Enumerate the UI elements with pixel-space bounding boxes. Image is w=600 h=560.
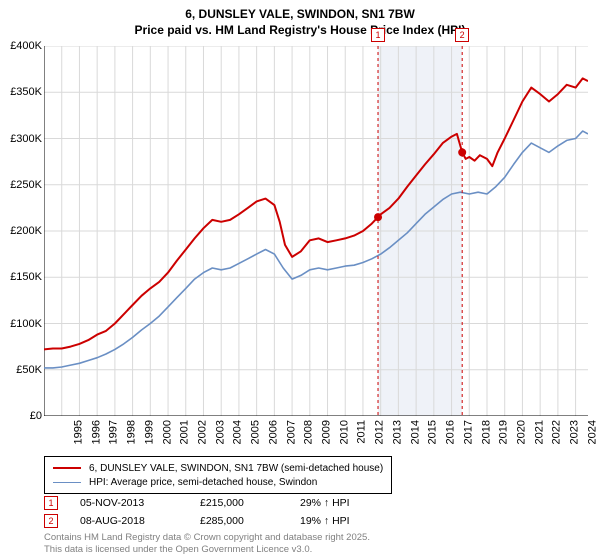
- title-block: 6, DUNSLEY VALE, SWINDON, SN1 7BW Price …: [0, 0, 600, 38]
- x-tick-label: 2021: [533, 420, 545, 444]
- y-tick-label: £50K: [16, 364, 42, 376]
- x-tick-label: 2016: [445, 420, 457, 444]
- y-tick-label: £200K: [10, 225, 42, 237]
- title-line-1: 6, DUNSLEY VALE, SWINDON, SN1 7BW: [0, 6, 600, 22]
- x-tick-label: 2000: [161, 420, 173, 444]
- x-tick-label: 2015: [427, 420, 439, 444]
- x-tick-label: 2010: [338, 420, 350, 444]
- x-tick-label: 1999: [143, 420, 155, 444]
- title-line-2: Price paid vs. HM Land Registry's House …: [0, 22, 600, 38]
- y-tick-label: £250K: [10, 179, 42, 191]
- y-tick-label: £100K: [10, 318, 42, 330]
- x-tick-label: 2006: [267, 420, 279, 444]
- x-tick-label: 2002: [197, 420, 209, 444]
- x-tick-label: 2013: [391, 420, 403, 444]
- x-tick-label: 2008: [303, 420, 315, 444]
- sale-hpi-delta: 19% ↑ HPI: [300, 515, 420, 527]
- attribution-line-1: Contains HM Land Registry data © Crown c…: [44, 532, 370, 544]
- legend-swatch-price-paid: [53, 467, 81, 469]
- x-tick-label: 1995: [72, 420, 84, 444]
- chart-svg: [44, 46, 588, 416]
- x-tick-label: 2014: [409, 420, 421, 444]
- chart-container: 6, DUNSLEY VALE, SWINDON, SN1 7BW Price …: [0, 0, 600, 560]
- legend-row-price-paid: 6, DUNSLEY VALE, SWINDON, SN1 7BW (semi-…: [53, 461, 383, 475]
- x-tick-label: 2007: [285, 420, 297, 444]
- x-tick-label: 2003: [214, 420, 226, 444]
- x-tick-label: 2001: [179, 420, 191, 444]
- x-tick-label: 2020: [515, 420, 527, 444]
- x-tick-label: 2022: [551, 420, 563, 444]
- sale-marker-icon: 2: [44, 514, 58, 528]
- x-tick-label: 1997: [108, 420, 120, 444]
- x-tick-label: 2012: [374, 420, 386, 444]
- x-tick-label: 1996: [90, 420, 102, 444]
- sale-price: £285,000: [200, 515, 300, 527]
- x-tick-label: 2011: [355, 420, 367, 444]
- x-tick-label: 2023: [569, 420, 581, 444]
- chart-plot-area: [44, 46, 588, 416]
- x-tick-label: 2018: [480, 420, 492, 444]
- y-tick-label: £0: [30, 410, 42, 422]
- attribution-text: Contains HM Land Registry data © Crown c…: [44, 532, 370, 556]
- sale-date: 08-AUG-2018: [80, 515, 200, 527]
- x-tick-label: 2005: [250, 420, 262, 444]
- x-tick-label: 2004: [232, 420, 244, 444]
- series-price_paid: [44, 78, 588, 349]
- x-tick-label: 2017: [462, 420, 474, 444]
- sale-marker-flag: 2: [455, 28, 469, 42]
- sale-row: 1 05-NOV-2013 £215,000 29% ↑ HPI: [44, 494, 420, 512]
- y-tick-label: £400K: [10, 40, 42, 52]
- legend-row-hpi: HPI: Average price, semi-detached house,…: [53, 475, 383, 489]
- sale-price: £215,000: [200, 497, 300, 509]
- x-tick-label: 2024: [586, 420, 598, 444]
- sale-hpi-delta: 29% ↑ HPI: [300, 497, 420, 509]
- legend-swatch-hpi: [53, 482, 81, 483]
- legend-label-price-paid: 6, DUNSLEY VALE, SWINDON, SN1 7BW (semi-…: [89, 463, 383, 474]
- attribution-line-2: This data is licensed under the Open Gov…: [44, 544, 370, 556]
- y-tick-label: £300K: [10, 133, 42, 145]
- x-tick-label: 1998: [126, 420, 138, 444]
- x-tick-label: 2009: [321, 420, 333, 444]
- sale-row: 2 08-AUG-2018 £285,000 19% ↑ HPI: [44, 512, 420, 530]
- y-tick-label: £350K: [10, 86, 42, 98]
- y-tick-label: £150K: [10, 271, 42, 283]
- sale-marker-flag: 1: [371, 28, 385, 42]
- sale-marker-icon: 1: [44, 496, 58, 510]
- x-tick-label: 2019: [498, 420, 510, 444]
- sale-date: 05-NOV-2013: [80, 497, 200, 509]
- series-hpi: [44, 131, 588, 368]
- legend-box: 6, DUNSLEY VALE, SWINDON, SN1 7BW (semi-…: [44, 456, 392, 494]
- sales-table: 1 05-NOV-2013 £215,000 29% ↑ HPI 2 08-AU…: [44, 494, 420, 530]
- legend-label-hpi: HPI: Average price, semi-detached house,…: [89, 477, 317, 488]
